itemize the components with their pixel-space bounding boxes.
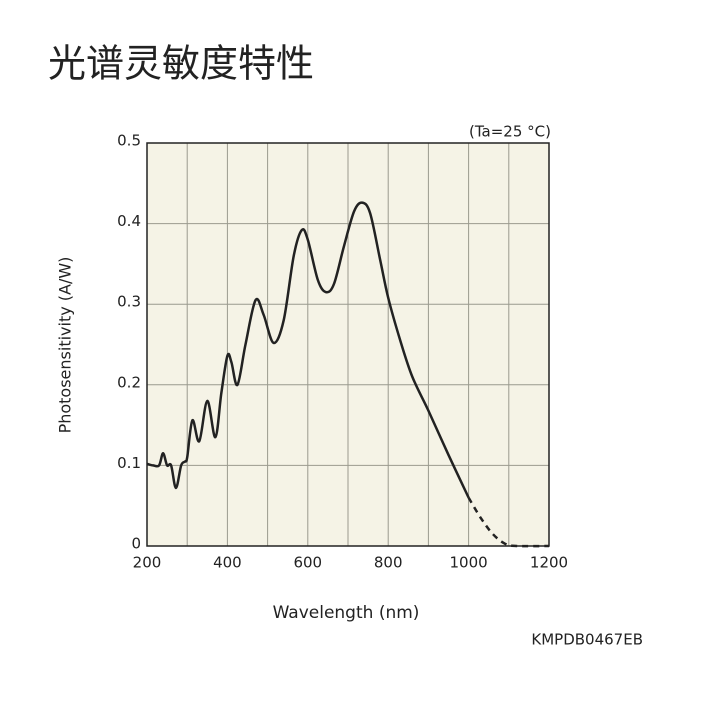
x-axis-label: Wavelength (nm) (273, 603, 420, 623)
y-tick-label: 0.3 (117, 293, 141, 311)
y-tick-label: 0.1 (117, 454, 141, 472)
x-tick-label: 1200 (530, 554, 568, 572)
y-tick-label: 0.4 (117, 212, 141, 230)
x-tick-label: 1000 (450, 554, 488, 572)
x-tick-label: 400 (213, 554, 242, 572)
x-tick-label: 200 (133, 554, 162, 572)
line (146, 201, 470, 499)
annotation: (Ta=25 °C) (469, 123, 551, 141)
y-tick-label: 0 (131, 535, 141, 553)
x-tick-label: 600 (293, 554, 322, 572)
y-tick-label: 0.5 (117, 132, 141, 150)
y-tick-label: 0.2 (117, 373, 141, 391)
plot-frame (146, 142, 550, 547)
x-tick-label: 800 (374, 554, 403, 572)
y-axis-label: Photosensitivity (A/W) (56, 257, 75, 434)
figure-code: KMPDB0467EB (531, 631, 643, 649)
chart-title: 光谱灵敏度特性 (48, 42, 314, 86)
